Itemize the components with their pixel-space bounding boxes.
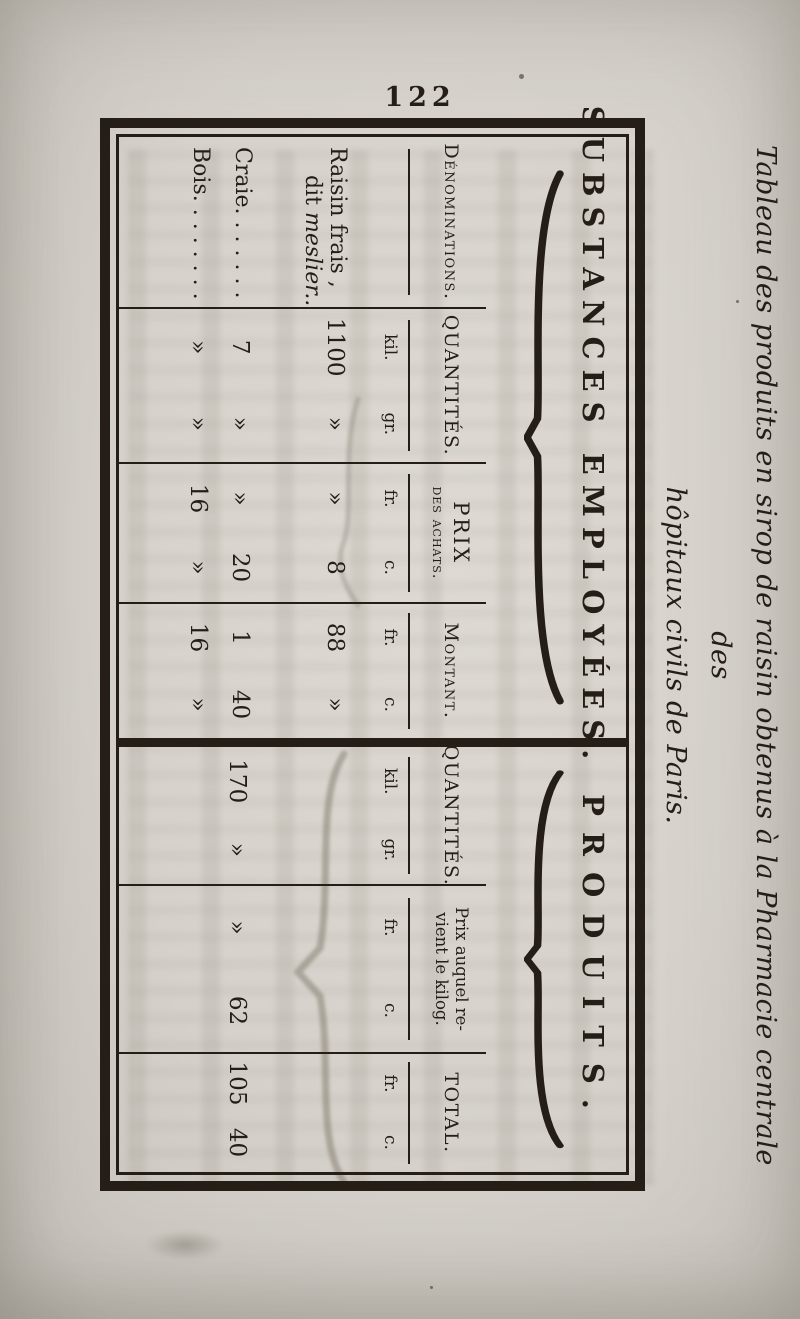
col-header-prix-kilog: Prix auquel re- vient le kilog. <box>408 884 486 1052</box>
ghost-brace-icon <box>293 750 348 1186</box>
brace-icon <box>524 170 564 705</box>
col-header-denominations: Dénominations. <box>408 137 486 307</box>
paper-speck <box>430 1286 433 1289</box>
row-label-raisin: Raisin frais , dit meslier.. <box>299 147 350 307</box>
filler-cell <box>119 307 157 462</box>
col-header-quantites-2: QUANTITÉS. <box>408 738 486 886</box>
col-header-montant: Montant. <box>408 602 486 738</box>
cell-produit-quantite: 170 » <box>119 738 356 884</box>
units-prix-achats: fr. c. <box>356 462 408 602</box>
cell-raisin-quantite: 1100 » <box>261 307 356 462</box>
cell-craie-prix: » 20 <box>219 462 261 602</box>
filler-cell <box>119 137 157 307</box>
group-header-produits-label: PRODUITS. <box>576 794 610 1125</box>
col-header-total: TOTAL. <box>408 1052 486 1172</box>
header-rule <box>408 613 410 729</box>
rotated-table-block: Tableau des produits en sirop de raisin … <box>100 106 790 1193</box>
filler-cell <box>119 602 157 738</box>
units-quantites-2: kil. gr. <box>356 738 408 884</box>
paper-smudge <box>146 1230 224 1260</box>
row-label-bois: Bois. . . . . . . . <box>188 147 213 300</box>
filler-cell <box>119 462 157 602</box>
table-caption: Tableau des produits en sirop de raisin … <box>653 118 788 1193</box>
units-montant: fr. c. <box>356 602 408 738</box>
cell-produit-prix-kilog: » 62 <box>119 884 356 1052</box>
units-empty-cell <box>356 137 408 307</box>
cell-raisin-prix: » 8 <box>261 462 356 602</box>
table-frame: SUBSTANCES EMPLOYÉES. PRODUITS. Dénomina… <box>100 106 645 1191</box>
cell-craie-quantite: 7 » <box>219 307 261 462</box>
cell-bois-quantite: » » <box>157 307 219 462</box>
caption-line-2: hôpitaux civils de Paris. <box>660 486 691 825</box>
cell-bois-montant: 16 » <box>157 602 219 738</box>
col-header-quantites-1: QUANTITÉS. <box>408 307 486 462</box>
header-rule <box>408 1062 410 1164</box>
group-header-substances: SUBSTANCES EMPLOYÉES. <box>486 106 626 769</box>
cell-raisin-montant: 88 » <box>261 602 356 738</box>
cell-craie-montant: 1 40 <box>219 602 261 738</box>
cell-produit-total: 105 40 <box>119 1052 356 1172</box>
row-label-craie: Craie. . . . . . . <box>230 147 255 299</box>
group-header-produits: PRODUITS. <box>486 738 626 1172</box>
group-header-substances-label: SUBSTANCES EMPLOYÉES. <box>576 105 610 770</box>
ghost-curve-icon <box>337 396 361 608</box>
col-header-prix-achats: PRIX des achats. <box>408 462 486 602</box>
header-rule <box>408 756 410 875</box>
units-quantites-1: kil. gr. <box>356 307 408 462</box>
data-table: SUBSTANCES EMPLOYÉES. PRODUITS. Dénomina… <box>116 106 629 1175</box>
cell-bois-prix: 16 » <box>157 462 219 602</box>
paper-speck <box>519 74 524 79</box>
brace-icon <box>524 770 564 1149</box>
ink-bleed-ghost <box>128 150 653 1185</box>
header-rule <box>408 148 410 296</box>
header-rule <box>408 473 410 593</box>
page-number: 122 <box>384 82 456 113</box>
units-prix-kilog: fr. c. <box>356 884 408 1052</box>
header-rule <box>408 319 410 452</box>
caption-line-1: Tableau des produits en sirop de raisin … <box>705 145 781 1166</box>
header-rule <box>408 897 410 1041</box>
units-total: fr. c. <box>356 1052 408 1172</box>
paper-speck <box>736 300 739 303</box>
